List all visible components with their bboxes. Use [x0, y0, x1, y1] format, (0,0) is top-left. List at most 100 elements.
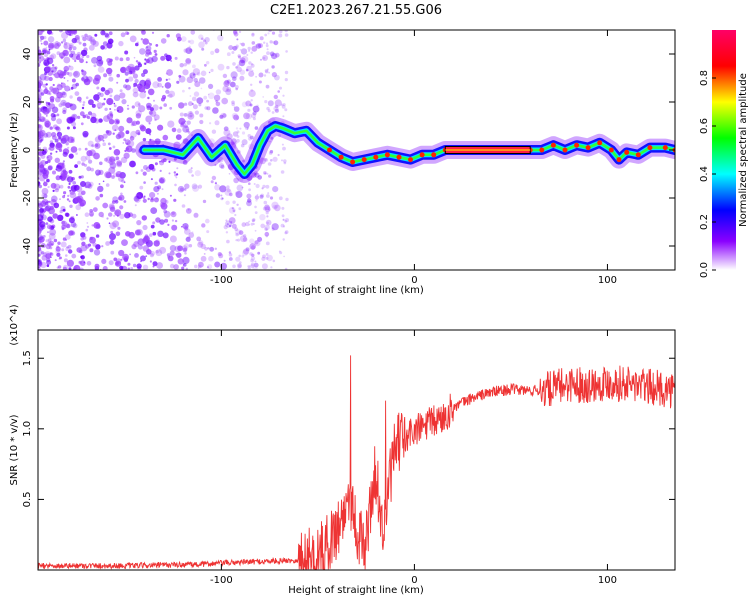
noise-dot [155, 250, 159, 254]
noise-dot [226, 52, 231, 57]
noise-dot [154, 118, 157, 122]
noise-dot [136, 263, 142, 269]
noise-dot [222, 85, 229, 93]
noise-dot [95, 196, 100, 201]
noise-dot [54, 138, 59, 143]
noise-dot [142, 38, 149, 45]
noise-dot [42, 198, 48, 205]
noise-dot [46, 90, 51, 95]
noise-dot [182, 247, 188, 253]
noise-streak-dot [238, 30, 242, 34]
noise-dot [140, 30, 145, 33]
noise-dot [125, 84, 131, 91]
noise-dot [43, 181, 48, 187]
noise-streak-dot [248, 220, 251, 223]
noise-dot [42, 173, 49, 180]
noise-streak-dot [282, 218, 285, 221]
noise-dot [185, 47, 193, 54]
noise-dot [167, 255, 174, 262]
snr-y-multiplier: (x10^4) [9, 304, 20, 345]
noise-dot [178, 75, 186, 83]
noise-dot [40, 42, 43, 45]
noise-dot [265, 84, 270, 89]
noise-dot [45, 115, 48, 117]
noise-streak-dot [252, 117, 256, 121]
noise-dot [215, 100, 218, 103]
noise-streak-dot [251, 218, 256, 222]
noise-dot [221, 97, 228, 105]
noise-dot [91, 57, 98, 64]
noise-dot [51, 195, 58, 203]
noise-dot [217, 252, 222, 257]
noise-dot [48, 232, 56, 240]
noise-streak-dot [250, 258, 254, 263]
noise-dot [113, 214, 116, 217]
noise-dot [169, 245, 177, 252]
noise-dot [49, 228, 57, 236]
noise-streak-dot [238, 207, 242, 211]
noise-dot [137, 103, 141, 106]
noise-dot [38, 124, 43, 131]
noise-dot [94, 136, 102, 143]
snr-x-ticks: -100 0 100 [210, 330, 617, 586]
noise-dot [207, 247, 210, 250]
noise-dot [115, 156, 120, 161]
noise-streak-dot [265, 184, 270, 189]
noise-dot [148, 139, 156, 147]
noise-streak-dot [282, 94, 285, 97]
noise-dot [57, 83, 61, 87]
noise-dot [127, 267, 130, 270]
noise-streak-dot [265, 84, 270, 89]
noise-dot [259, 194, 264, 199]
noise-dot [66, 259, 74, 267]
noise-dot [185, 208, 192, 214]
noise-dot [59, 209, 63, 214]
noise-streak-dot [284, 70, 289, 75]
noise-dot [199, 119, 204, 125]
noise-dot [208, 71, 211, 74]
noise-dot [202, 199, 207, 204]
noise-dot [63, 42, 71, 50]
noise-dot [255, 43, 262, 49]
noise-dot [194, 110, 199, 115]
colorbar-tick-label: 0.6 [699, 118, 710, 134]
noise-dot [173, 198, 177, 202]
noise-dot [257, 175, 263, 180]
noise-streak-dot [254, 44, 258, 48]
noise-streak-dot [236, 139, 240, 143]
noise-dot [40, 35, 45, 41]
noise-dot [119, 57, 124, 62]
noise-dot [58, 186, 61, 188]
noise-dot [114, 129, 117, 132]
noise-dot [253, 171, 258, 176]
noise-streak-dot [266, 48, 269, 51]
noise-dot [232, 209, 236, 212]
noise-dot [220, 262, 228, 270]
noise-dot [220, 112, 227, 119]
noise-dot [114, 159, 117, 162]
noise-dot [68, 65, 74, 71]
noise-dot [174, 253, 178, 256]
noise-dot [185, 236, 191, 242]
noise-streak-dot [248, 49, 251, 52]
noise-dot [50, 113, 56, 118]
noise-dot [144, 58, 147, 61]
noise-dot [171, 127, 177, 133]
snr-panel: -100 0 100 0.5 1.0 1.5 Height of straight li… [9, 304, 676, 596]
noise-dot [160, 177, 163, 180]
noise-dot [166, 69, 174, 76]
noise-dot [80, 175, 84, 179]
noise-dot [88, 99, 94, 106]
noise-dot [209, 122, 212, 125]
noise-dot [230, 141, 235, 146]
noise-dot [268, 208, 271, 211]
noise-dot [241, 186, 244, 189]
noise-dot [40, 92, 45, 96]
noise-dot [192, 104, 198, 110]
noise-dot [93, 249, 101, 256]
noise-dot [38, 228, 42, 235]
noise-streak-dot [250, 63, 255, 68]
ridge-point [431, 152, 437, 158]
snr-y-label: SNR (10 * v/v) [9, 414, 20, 485]
noise-dot [78, 249, 83, 254]
